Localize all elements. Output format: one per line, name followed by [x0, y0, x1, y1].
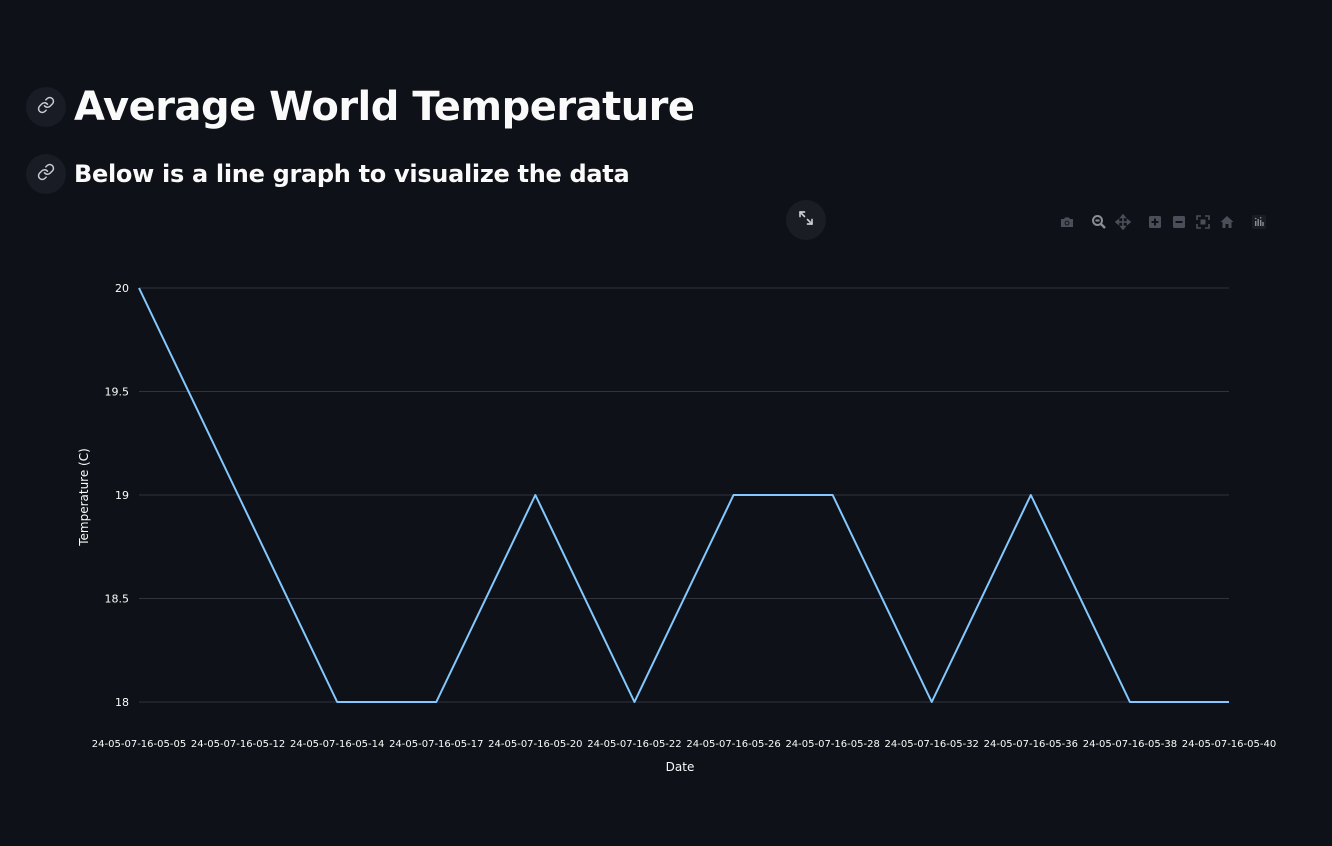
- x-tick-label: 24-05-07-16-05-40: [1182, 739, 1276, 750]
- x-tick-label: 24-05-07-16-05-26: [686, 739, 780, 750]
- expand-icon: [797, 209, 815, 231]
- x-axis-title: Date: [666, 760, 695, 774]
- series-layer: [136, 285, 1232, 705]
- data-point[interactable]: [532, 492, 538, 498]
- y-tick-label: 19: [115, 489, 129, 502]
- y-tick-label: 19.5: [105, 386, 130, 399]
- series-line[interactable]: [138, 287, 1229, 703]
- data-point[interactable]: [433, 699, 439, 705]
- x-tick-label: 24-05-07-16-05-28: [785, 739, 879, 750]
- x-axis-ticks: 24-05-07-16-05-05 24-05-07-16-05-12 24-05-…: [92, 739, 1276, 750]
- link-icon: [37, 96, 55, 118]
- data-point[interactable]: [1127, 699, 1133, 705]
- x-tick-label: 24-05-07-16-05-14: [290, 739, 384, 750]
- data-point[interactable]: [830, 492, 836, 498]
- pan-icon: [1114, 213, 1132, 234]
- zoom-in-icon: [1147, 214, 1163, 234]
- reset-axes-button[interactable]: [1216, 213, 1238, 235]
- zoom-out-icon: [1171, 214, 1187, 234]
- title-row: Average World Temperature: [26, 84, 695, 130]
- zoom-button[interactable]: [1088, 213, 1110, 235]
- chart-modebar: [1056, 213, 1272, 235]
- title-anchor-link[interactable]: [26, 87, 66, 127]
- y-tick-label: 18.5: [105, 593, 130, 606]
- zoom-out-button[interactable]: [1168, 213, 1190, 235]
- data-point[interactable]: [136, 285, 142, 291]
- autoscale-button[interactable]: [1192, 213, 1214, 235]
- page-title: Average World Temperature: [74, 84, 695, 130]
- data-point[interactable]: [235, 492, 241, 498]
- x-tick-label: 24-05-07-16-05-20: [488, 739, 582, 750]
- x-tick-label: 24-05-07-16-05-05: [92, 739, 186, 750]
- zoom-in-button[interactable]: [1144, 213, 1166, 235]
- fullscreen-button[interactable]: [786, 200, 826, 240]
- reset-axes-icon: [1219, 214, 1235, 234]
- data-point[interactable]: [631, 699, 637, 705]
- link-icon: [37, 163, 55, 185]
- data-point[interactable]: [1028, 492, 1034, 498]
- x-tick-label: 24-05-07-16-05-17: [389, 739, 483, 750]
- x-tick-label: 24-05-07-16-05-22: [587, 739, 681, 750]
- y-tick-label: 20: [115, 282, 129, 295]
- x-tick-label: 24-05-07-16-05-38: [1083, 739, 1177, 750]
- x-tick-label: 24-05-07-16-05-12: [191, 739, 285, 750]
- plotly-logo-link[interactable]: [1248, 213, 1270, 235]
- x-tick-label: 24-05-07-16-05-36: [984, 739, 1078, 750]
- y-axis-ticks: 18 18.5 19 19.5 20: [105, 282, 130, 709]
- data-point[interactable]: [929, 699, 935, 705]
- subtitle-row: Below is a line graph to visualize the d…: [26, 154, 630, 194]
- pan-button[interactable]: [1112, 213, 1134, 235]
- y-tick-label: 18: [115, 696, 129, 709]
- gridlines: [139, 287, 1229, 703]
- subtitle-anchor-link[interactable]: [26, 154, 66, 194]
- y-axis-title: Temperature (C): [77, 448, 91, 547]
- data-point[interactable]: [334, 699, 340, 705]
- x-tick-label: 24-05-07-16-05-32: [885, 739, 979, 750]
- download-png-button[interactable]: [1056, 213, 1078, 235]
- plotly-logo-icon: [1251, 214, 1267, 234]
- autoscale-icon: [1195, 214, 1211, 234]
- zoom-icon: [1091, 214, 1107, 234]
- camera-icon: [1059, 214, 1075, 234]
- data-point[interactable]: [1226, 699, 1232, 705]
- page-subtitle: Below is a line graph to visualize the d…: [74, 160, 630, 188]
- data-point[interactable]: [731, 492, 737, 498]
